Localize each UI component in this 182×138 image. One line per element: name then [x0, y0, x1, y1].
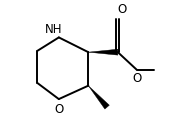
Text: O: O	[117, 3, 126, 16]
Polygon shape	[88, 49, 118, 55]
Text: NH: NH	[45, 23, 62, 36]
Text: O: O	[132, 72, 141, 85]
Text: O: O	[54, 103, 64, 116]
Polygon shape	[88, 86, 109, 109]
